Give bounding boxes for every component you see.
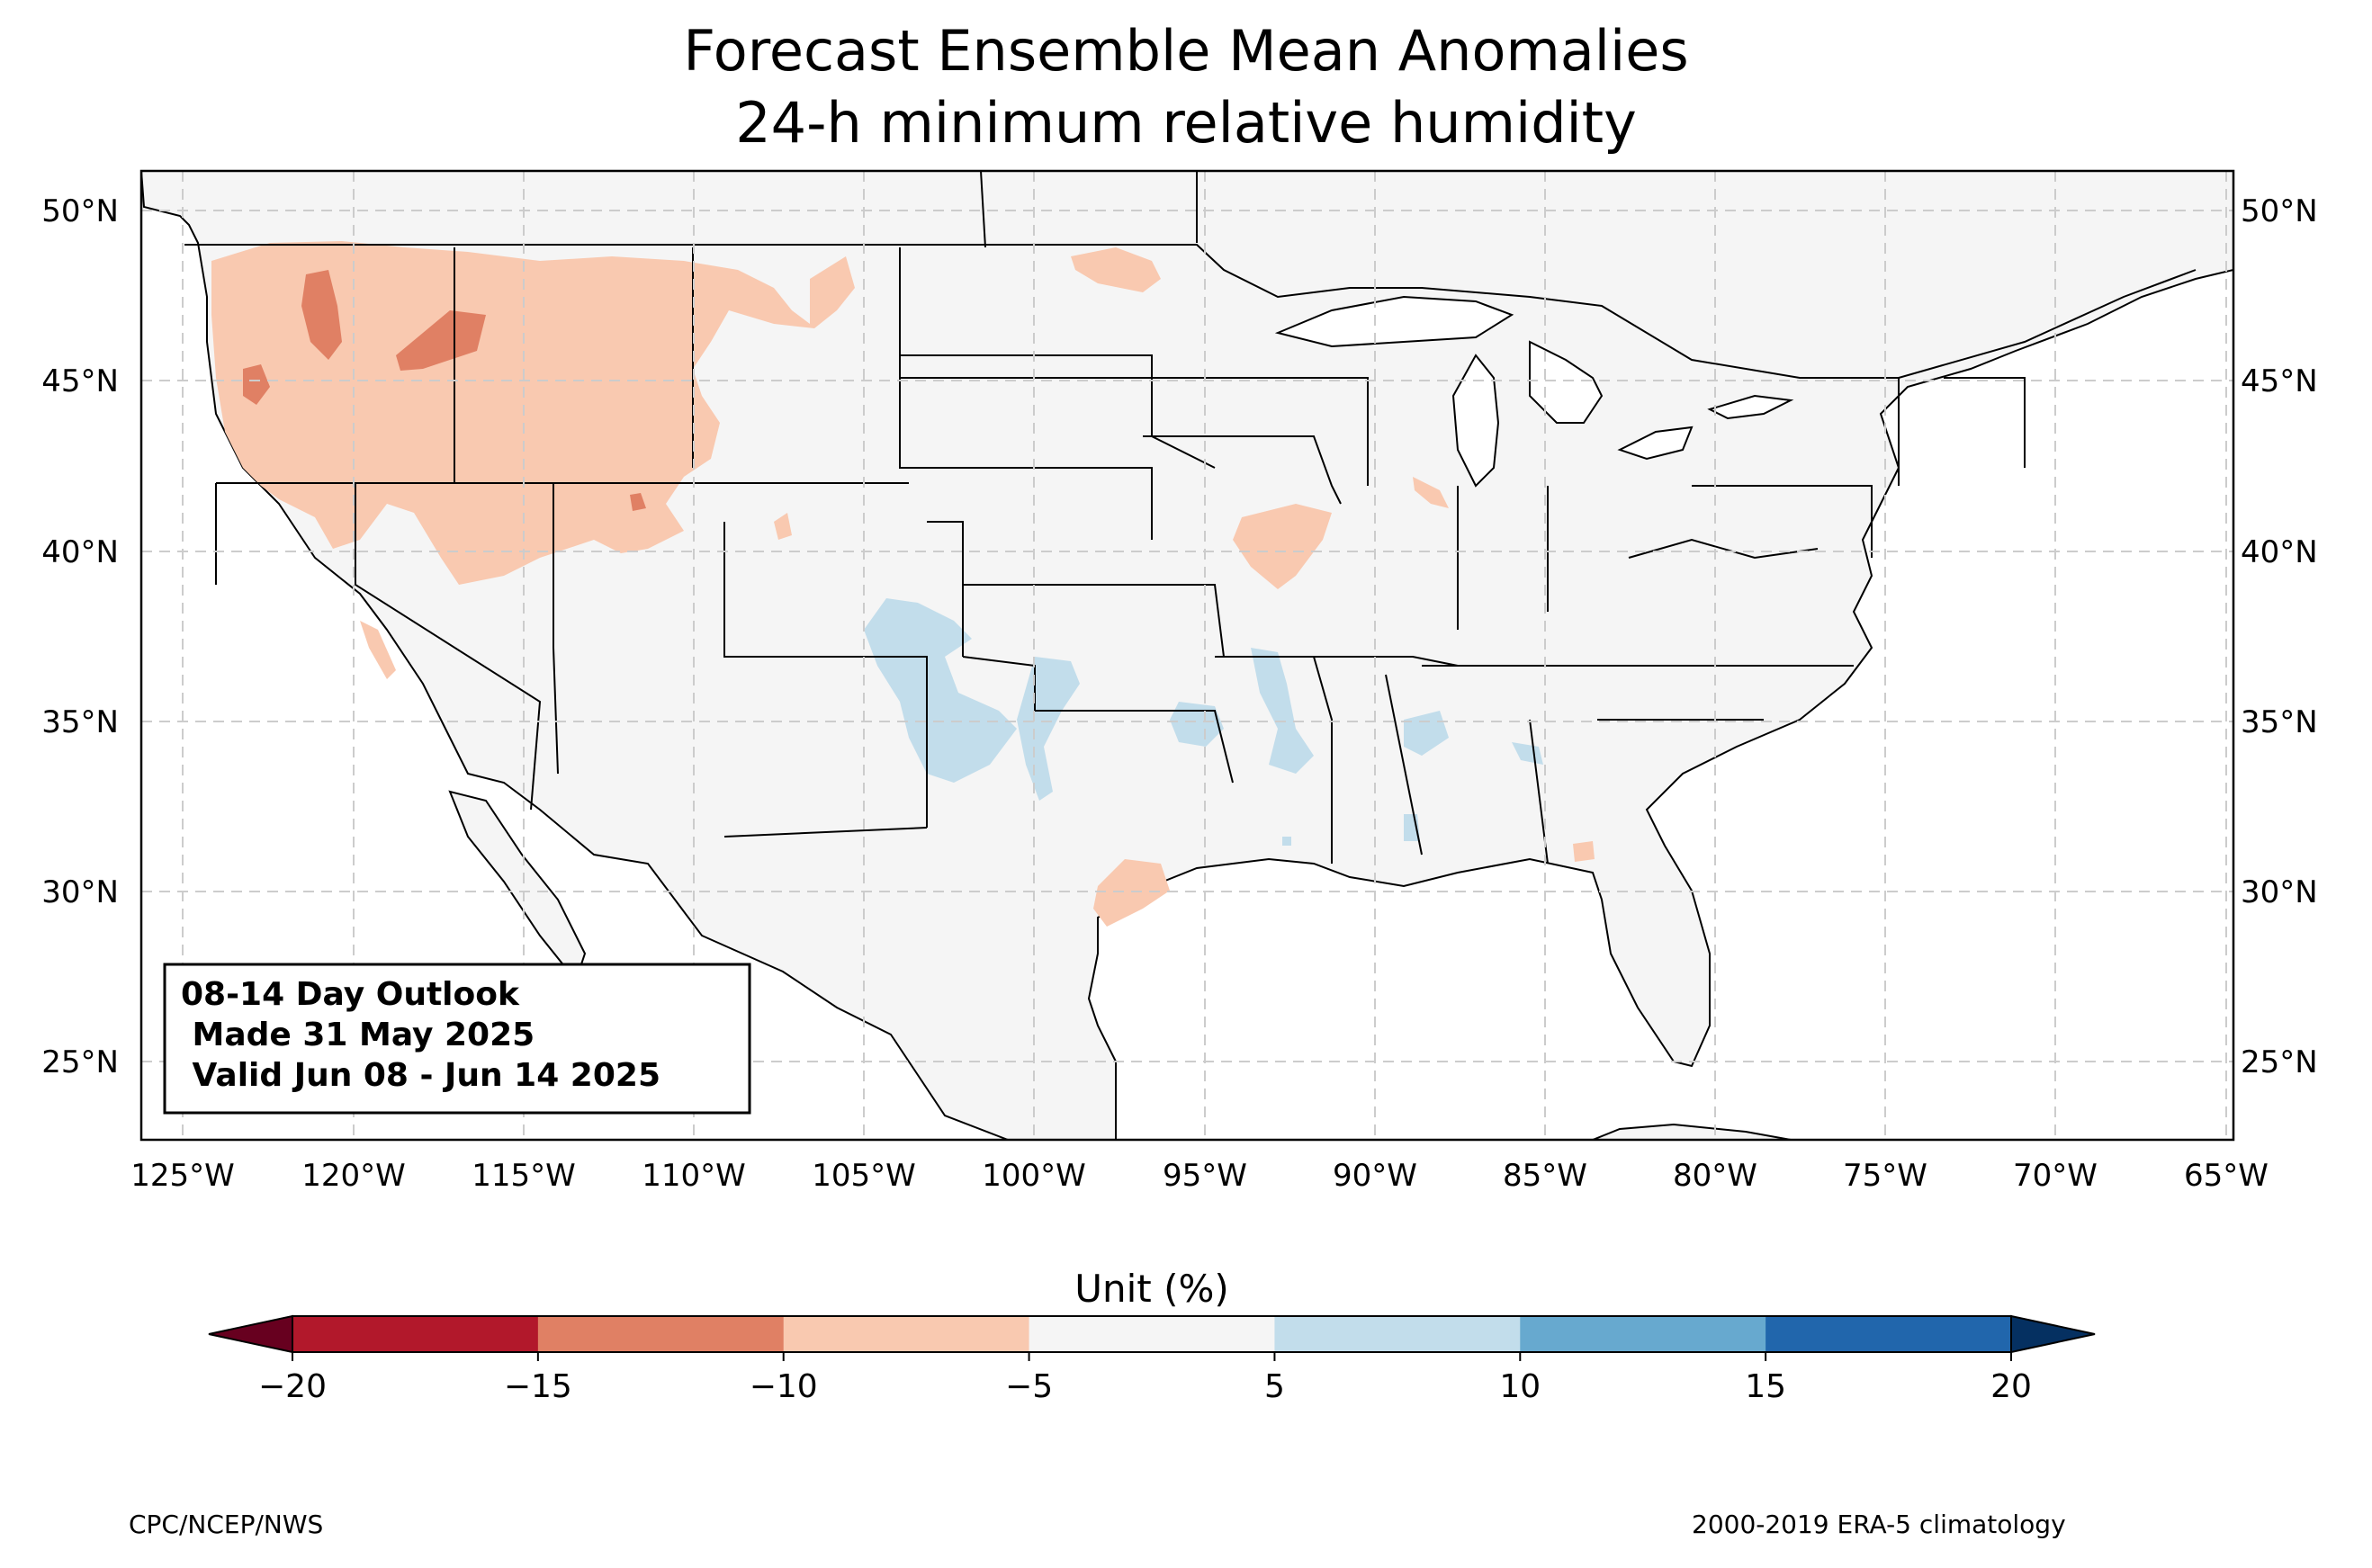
colorbar-tick-label: −20 bbox=[258, 1368, 327, 1405]
colorbar: Unit (%) −20 −15 −10 −5 5 10 15 20 bbox=[208, 1267, 2096, 1405]
lat-tick-left-30n: 30°N bbox=[41, 874, 119, 910]
footer-climatology: 2000-2019 ERA-5 climatology bbox=[1692, 1510, 2066, 1539]
anomaly-moist-light bbox=[864, 598, 1543, 846]
lon-tick-65w: 65°W bbox=[2184, 1158, 2269, 1194]
graticule bbox=[141, 171, 2233, 1140]
colorbar-label: Unit (%) bbox=[1074, 1267, 1229, 1311]
map-frame bbox=[139, 169, 2235, 1142]
outlook-valid-range: Valid Jun 08 - Jun 14 2025 bbox=[181, 1057, 660, 1094]
colorbar-segment bbox=[1766, 1316, 2012, 1352]
lat-tick-left-40n: 40°N bbox=[41, 534, 119, 570]
lat-tick-right-40n: 40°N bbox=[2241, 534, 2318, 570]
state-boundaries bbox=[215, 171, 2026, 865]
lat-tick-right-30n: 30°N bbox=[2241, 874, 2318, 910]
lat-tick-left-35n: 35°N bbox=[41, 704, 119, 740]
lon-tick-100w: 100°W bbox=[982, 1158, 1086, 1194]
colorbar-extend-high bbox=[2010, 1314, 2096, 1354]
lat-tick-left-25n: 25°N bbox=[41, 1044, 119, 1080]
lat-tick-right-25n: 25°N bbox=[2241, 1044, 2318, 1080]
lat-tick-left-50n: 50°N bbox=[41, 193, 119, 229]
lon-tick-85w: 85°W bbox=[1503, 1158, 1587, 1194]
colorbar-tick-label: 20 bbox=[1990, 1368, 2032, 1405]
colorbar-extend-low bbox=[208, 1314, 293, 1354]
colorbar-segment bbox=[1520, 1316, 1766, 1352]
colorbar-tick-label: 15 bbox=[1745, 1368, 1786, 1405]
colorbar-segment bbox=[1029, 1316, 1275, 1352]
colorbar-tick-label: 10 bbox=[1499, 1368, 1541, 1405]
lon-tick-90w: 90°W bbox=[1333, 1158, 1417, 1194]
lon-tick-80w: 80°W bbox=[1673, 1158, 1757, 1194]
map-subtitle: 24-h minimum relative humidity bbox=[735, 90, 1637, 156]
lon-tick-95w: 95°W bbox=[1163, 1158, 1247, 1194]
great-lakes bbox=[1274, 295, 1794, 488]
us-canada-border bbox=[184, 244, 2197, 379]
outlook-made-date: Made 31 May 2025 bbox=[181, 1017, 535, 1053]
map-title: Forecast Ensemble Mean Anomalies bbox=[683, 18, 1689, 84]
lat-tick-right-45n: 45°N bbox=[2241, 363, 2318, 399]
lat-tick-right-35n: 35°N bbox=[2241, 704, 2318, 740]
lon-tick-105w: 105°W bbox=[812, 1158, 916, 1194]
lon-tick-125w: 125°W bbox=[130, 1158, 235, 1194]
colorbar-tick-label: −10 bbox=[750, 1368, 818, 1405]
colorbar-frame bbox=[292, 1315, 2012, 1353]
colorbar-segment bbox=[292, 1316, 539, 1352]
lon-tick-110w: 110°W bbox=[642, 1158, 746, 1194]
colorbar-segment bbox=[537, 1316, 785, 1352]
colorbar-tick-label: −15 bbox=[504, 1368, 572, 1405]
lat-tick-right-50n: 50°N bbox=[2241, 193, 2318, 229]
colorbar-segment bbox=[1274, 1316, 1521, 1352]
lon-tick-120w: 120°W bbox=[301, 1158, 406, 1194]
anomaly-dry-light bbox=[211, 241, 1595, 927]
footer-source: CPC/NCEP/NWS bbox=[129, 1510, 324, 1539]
cuba-island bbox=[1592, 1123, 1792, 1140]
anomaly-dry-medium bbox=[243, 270, 646, 511]
colorbar-tick-label: −5 bbox=[1005, 1368, 1053, 1405]
colorbar-segment bbox=[783, 1316, 1030, 1352]
outlook-box: 08-14 Day Outlook Made 31 May 2025 Valid… bbox=[163, 963, 751, 1115]
outlook-period: 08-14 Day Outlook bbox=[181, 976, 520, 1013]
lon-tick-75w: 75°W bbox=[1843, 1158, 1927, 1194]
colorbar-tick-label: 5 bbox=[1264, 1368, 1285, 1405]
lon-tick-115w: 115°W bbox=[472, 1158, 576, 1194]
lon-tick-70w: 70°W bbox=[2013, 1158, 2098, 1194]
lat-tick-left-45n: 45°N bbox=[41, 363, 119, 399]
